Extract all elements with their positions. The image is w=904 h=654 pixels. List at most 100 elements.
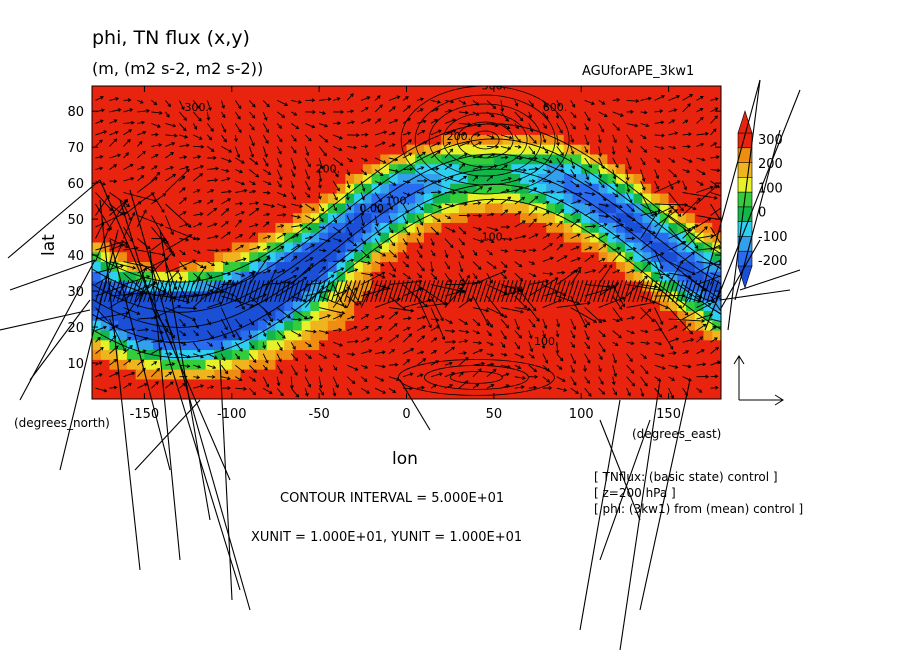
flux-vector-head (449, 244, 454, 249)
flux-vector-head (603, 223, 608, 227)
flux-vector (235, 202, 243, 205)
flux-vector (542, 257, 554, 263)
heat-cell (694, 174, 705, 185)
heat-cell (502, 213, 512, 224)
heat-cell (572, 115, 582, 126)
heat-cell (458, 369, 469, 381)
flux-vector-head (518, 334, 522, 339)
flux-vector (486, 363, 494, 366)
flux-vector (570, 365, 575, 373)
flux-vector-head (330, 274, 335, 278)
heat-cell (555, 95, 565, 107)
flux-vector-head (686, 169, 691, 174)
flux-vector-head (601, 165, 605, 170)
flux-vector-head (718, 260, 721, 263)
heat-cell (441, 154, 451, 165)
heat-cell (257, 222, 268, 234)
flux-vector-head (709, 185, 714, 190)
flux-vector (193, 200, 202, 205)
flux-vector-head (322, 266, 326, 270)
flux-vector (440, 280, 449, 303)
flux-vector-head (339, 135, 343, 140)
flux-vector-head (504, 209, 509, 213)
heat-cell (310, 242, 320, 253)
flux-vector-head (124, 199, 128, 203)
flux-vector-head (392, 182, 397, 186)
flux-vector-head (659, 265, 664, 270)
flux-vector (291, 215, 301, 218)
overflow-vector (9, 259, 96, 291)
flux-vector (123, 99, 131, 101)
flux-vector-head (422, 151, 426, 156)
heat-cell (598, 86, 609, 97)
heat-cell (537, 242, 547, 253)
flux-vector (151, 172, 160, 182)
heat-cell (502, 105, 512, 116)
flux-vector-head (198, 222, 203, 226)
flux-vector (444, 249, 448, 258)
heat-cell (389, 301, 399, 312)
flux-vector (277, 192, 287, 197)
flux-vector (179, 156, 187, 159)
heat-cell (275, 262, 285, 273)
heat-cell (651, 134, 661, 146)
flux-vector (430, 119, 438, 124)
flux-vector (179, 341, 186, 346)
heat-cell (677, 95, 687, 107)
flux-vector-head (418, 254, 423, 259)
heat-cell (668, 359, 678, 371)
flux-vector (523, 280, 532, 303)
heat-cell (633, 213, 643, 224)
heat-cell (450, 359, 460, 371)
heat-cell (319, 369, 329, 381)
flux-vector (346, 169, 350, 176)
flux-vector (179, 123, 187, 131)
flux-vector-head (571, 369, 575, 374)
heat-cell (249, 359, 259, 371)
flux-vector-head (166, 113, 170, 118)
heat-cell (546, 203, 556, 214)
heat-cell (354, 134, 364, 146)
flux-vector (598, 258, 605, 263)
flux-vector-head (533, 385, 538, 390)
heat-cell (511, 301, 521, 312)
flux-vector-head (402, 307, 407, 311)
heat-cell (257, 134, 268, 146)
flux-vector-head (485, 322, 490, 327)
flux-vector (612, 247, 621, 251)
flux-vector (461, 280, 470, 303)
flux-vector (501, 280, 510, 303)
flux-vector (645, 280, 654, 303)
heat-cell (528, 86, 539, 97)
heat-cell (92, 262, 102, 273)
heat-cell (336, 301, 346, 312)
flux-vector (388, 238, 395, 246)
flux-vector (374, 192, 382, 202)
flux-vector (402, 348, 414, 355)
flux-vector-head (517, 144, 522, 149)
flux-vector-head (309, 257, 314, 261)
flux-vector (696, 324, 707, 331)
heat-cell (135, 232, 146, 244)
flux-vector (383, 280, 392, 303)
flux-vector (542, 123, 547, 129)
heat-cell (485, 252, 495, 263)
flux-vector-head (660, 146, 665, 150)
heat-cell (694, 164, 705, 175)
heat-cell (572, 359, 582, 371)
heat-cell (310, 203, 320, 214)
flux-vector (528, 318, 536, 328)
flux-vector (598, 192, 607, 201)
flux-vector (528, 272, 536, 277)
flux-vector (682, 203, 697, 210)
flux-vector-head (299, 204, 304, 209)
flux-vector (514, 197, 525, 205)
flux-vector (598, 180, 605, 188)
flux-vector-head (625, 177, 630, 181)
overflow-vector (699, 79, 761, 301)
heat-cell (92, 379, 102, 390)
flux-vector (654, 261, 663, 280)
flux-vector-head (131, 211, 136, 216)
flux-vector (374, 215, 378, 227)
flux-vector-head (117, 153, 122, 158)
